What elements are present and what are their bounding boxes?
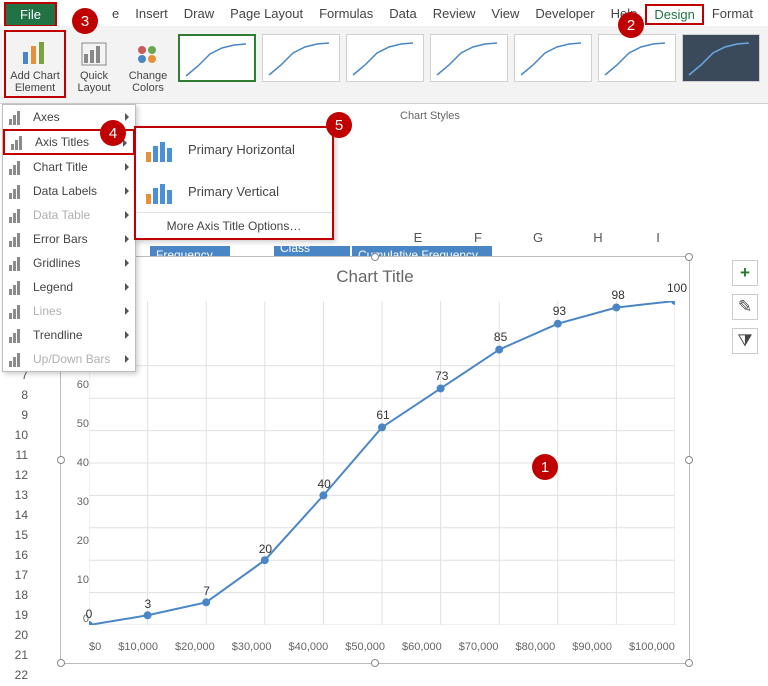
data-label: 100 [667, 281, 687, 295]
menu-chart-title[interactable]: Chart Title [3, 155, 135, 179]
chart-style-3[interactable] [346, 34, 424, 82]
x-axis-labels: $0$10,000$20,000$30,000$40,000$50,000$60… [89, 641, 675, 653]
data-label: 40 [318, 477, 331, 491]
data-label: 61 [376, 408, 389, 422]
vertical-axis-icon [146, 178, 176, 204]
chart-title[interactable]: Chart Title [61, 257, 689, 291]
data-label: 7 [203, 584, 210, 598]
horizontal-axis-icon [146, 136, 176, 162]
add-chart-element-button[interactable]: Add Chart Element [4, 30, 66, 98]
badge-4: 4 [100, 120, 126, 146]
data-label: 98 [612, 288, 625, 302]
menu-lines: Lines [3, 299, 135, 323]
tab-design[interactable]: Design [645, 4, 703, 25]
submenu-more-options[interactable]: More Axis Title Options… [136, 212, 332, 238]
data-label: 73 [435, 369, 448, 383]
menu-data-table: Data Table [3, 203, 135, 227]
menu-data-labels[interactable]: Data Labels [3, 179, 135, 203]
tab-page-layout[interactable]: Page Layout [222, 4, 311, 25]
data-label: 3 [144, 597, 151, 611]
chart-svg [89, 301, 675, 625]
chart-area[interactable]: Chart Title 01020304050607080 $0$10,000$… [60, 256, 690, 664]
tab-format[interactable]: Format [704, 4, 761, 25]
chart-element-icon [21, 42, 49, 66]
submenu-primary-vertical[interactable]: Primary Vertical [136, 170, 332, 212]
badge-5: 5 [326, 112, 352, 138]
ribbon-tabs: e Insert Draw Page Layout Formulas Data … [104, 4, 761, 25]
data-label: 20 [259, 542, 272, 556]
chart-styles-gallery[interactable] [178, 34, 760, 88]
chart-brush-button[interactable]: ✎ [732, 294, 758, 320]
data-label: 85 [494, 330, 507, 344]
tab-insert[interactable]: Insert [127, 4, 176, 25]
change-colors-button[interactable]: Change Colors [124, 32, 172, 94]
menu-gridlines[interactable]: Gridlines [3, 251, 135, 275]
column-headers: EFGHI [388, 230, 688, 245]
chart-style-4[interactable] [430, 34, 508, 82]
change-colors-icon [133, 42, 163, 66]
row-headers: 78910111213141516171819202122 [6, 365, 28, 685]
menu-updown-bars: Up/Down Bars [3, 347, 135, 371]
axis-titles-submenu: Primary Horizontal Primary Vertical More… [134, 126, 334, 240]
chart-style-1[interactable] [178, 34, 256, 82]
chart-plus-button[interactable]: + [732, 260, 758, 286]
menu-error-bars[interactable]: Error Bars [3, 227, 135, 251]
tab-review[interactable]: Review [425, 4, 484, 25]
chart-style-2[interactable] [262, 34, 340, 82]
data-label: 93 [553, 304, 566, 318]
badge-3: 3 [72, 8, 98, 34]
data-label: 0 [86, 607, 93, 621]
tab-home-frag[interactable]: e [104, 4, 127, 25]
tab-formulas[interactable]: Formulas [311, 4, 381, 25]
tab-view[interactable]: View [483, 4, 527, 25]
menu-trendline[interactable]: Trendline [3, 323, 135, 347]
menu-legend[interactable]: Legend [3, 275, 135, 299]
chart-style-6[interactable] [598, 34, 676, 82]
chart-style-5[interactable] [514, 34, 592, 82]
tab-data[interactable]: Data [381, 4, 424, 25]
submenu-primary-horizontal[interactable]: Primary Horizontal [136, 128, 332, 170]
quick-layout-button[interactable]: Quick Layout [74, 32, 114, 94]
quick-layout-icon [81, 42, 107, 66]
badge-1: 1 [532, 454, 558, 480]
file-tab[interactable]: File [4, 2, 57, 27]
chart-styles-label: Chart Styles [400, 110, 460, 122]
chart-side-buttons: + ✎ ⧩ [732, 260, 760, 362]
badge-2: 2 [618, 12, 644, 38]
tab-draw[interactable]: Draw [176, 4, 222, 25]
add-chart-element-label: Add Chart Element [10, 70, 60, 94]
plot-area[interactable] [89, 301, 675, 625]
chart-style-7[interactable] [682, 34, 760, 82]
tab-developer[interactable]: Developer [527, 4, 602, 25]
chart-filter-button[interactable]: ⧩ [732, 328, 758, 354]
